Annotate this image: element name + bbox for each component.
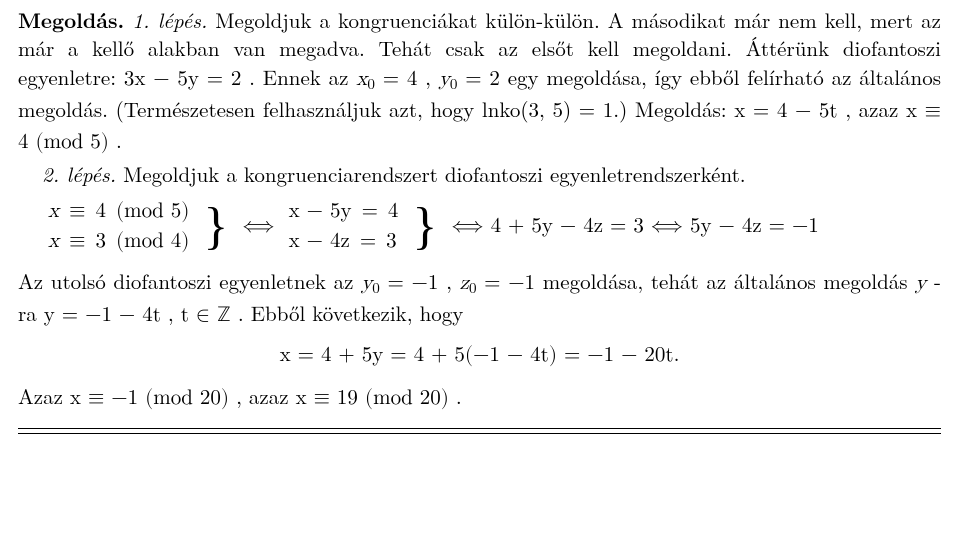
horizontal-rule-2: [18, 433, 941, 434]
lin1-rhs: 4: [388, 198, 399, 226]
cong2-x: x: [48, 228, 59, 256]
y-var: y: [915, 273, 926, 294]
step-2-label: 2. lépés.: [42, 159, 116, 189]
eq-tail: ⟺ 4 + 5y − 4z = 3 ⟺ 5y − 4z = −1: [451, 213, 818, 241]
linear-system: x − 5y = 4 x − 4z = 3: [289, 198, 399, 257]
brace-2-icon: }: [412, 201, 437, 253]
p3-text-a: Az utolsó diofantoszi egyenletnek az: [18, 266, 361, 296]
iff-1: ⟺: [242, 213, 274, 241]
p4-text-a: Azaz: [18, 381, 70, 411]
z0-last: z0 = −1: [460, 273, 535, 294]
cong-final-1: x ≡ −1 (mod 20): [70, 388, 229, 409]
cong1-x: x: [48, 198, 59, 226]
p1-text-d: , azaz: [845, 94, 906, 124]
t-in-z: t ∈ ℤ: [181, 305, 231, 326]
cong1-rel: ≡: [69, 198, 85, 226]
lin2-eq: =: [360, 228, 376, 256]
lin2-rhs: 3: [386, 228, 397, 256]
p3-text-e: . Ebből következik, hogy: [238, 298, 463, 328]
horizontal-rule-1: [18, 428, 941, 429]
paragraph-2: 2. lépés. Megoldjuk a kongruenciarendsze…: [18, 160, 941, 188]
p3-text-d: ,: [168, 298, 181, 328]
page: Megoldás. 1. lépés. Megoldjuk a kongruen…: [0, 0, 959, 444]
cong2-v: 3: [95, 228, 106, 256]
comma-1: ,: [425, 62, 439, 92]
cong2-rel: ≡: [69, 228, 85, 256]
cong1-v: 4: [95, 198, 106, 226]
eq-3x-5y-2: 3x − 5y = 2: [124, 69, 241, 90]
centered-equation: x = 4 + 5y = 4 + 5(−1 − 4t) = −1 − 20t.: [18, 342, 941, 370]
p3-text-b: megoldása, tehát az általános megoldás: [543, 266, 915, 296]
lin1-eq: =: [362, 198, 378, 226]
solution-label: Megoldás.: [18, 5, 124, 35]
sol-y: y = −1 − 4t: [44, 305, 161, 326]
p1-text-b-pre: . Ennek az: [249, 62, 356, 92]
cong-final-2: x ≡ 19 (mod 20): [296, 388, 449, 409]
p4-text-b: , azaz: [236, 381, 295, 411]
paragraph-1: Megoldás. 1. lépés. Megoldjuk a kongruen…: [18, 6, 941, 158]
step-1-label: 1. lépés.: [132, 5, 207, 35]
paragraph-4: Azaz x ≡ −1 (mod 20) , azaz x ≡ 19 (mod …: [18, 382, 941, 413]
cong2-mod: (mod 4): [116, 228, 189, 256]
paragraph-3: Az utolsó diofantoszi egyenletnek az y0 …: [18, 267, 941, 331]
y0: y0 = 2: [439, 69, 500, 90]
x0: x0 = 4: [356, 69, 417, 90]
congruence-system: x ≡ 4 (mod 5) x ≡ 3 (mod 4): [48, 198, 189, 257]
solution-x: x = 4 − 5t: [734, 101, 837, 122]
p2-text: Megoldjuk a kongruenciarendszert diofant…: [123, 159, 746, 189]
lin1-lhs: x − 5y: [289, 198, 352, 226]
p4-period: .: [456, 381, 462, 411]
cong1-mod: (mod 5): [116, 198, 189, 226]
brace-1-icon: }: [203, 201, 228, 253]
lin2-lhs: x − 4z: [289, 228, 350, 256]
p1-period: .: [116, 125, 122, 155]
equation-block: x ≡ 4 (mod 5) x ≡ 3 (mod 4) } ⟺ x − 5y =…: [48, 198, 941, 257]
comma-2: ,: [446, 266, 460, 296]
y0-last: y0 = −1: [361, 273, 438, 294]
